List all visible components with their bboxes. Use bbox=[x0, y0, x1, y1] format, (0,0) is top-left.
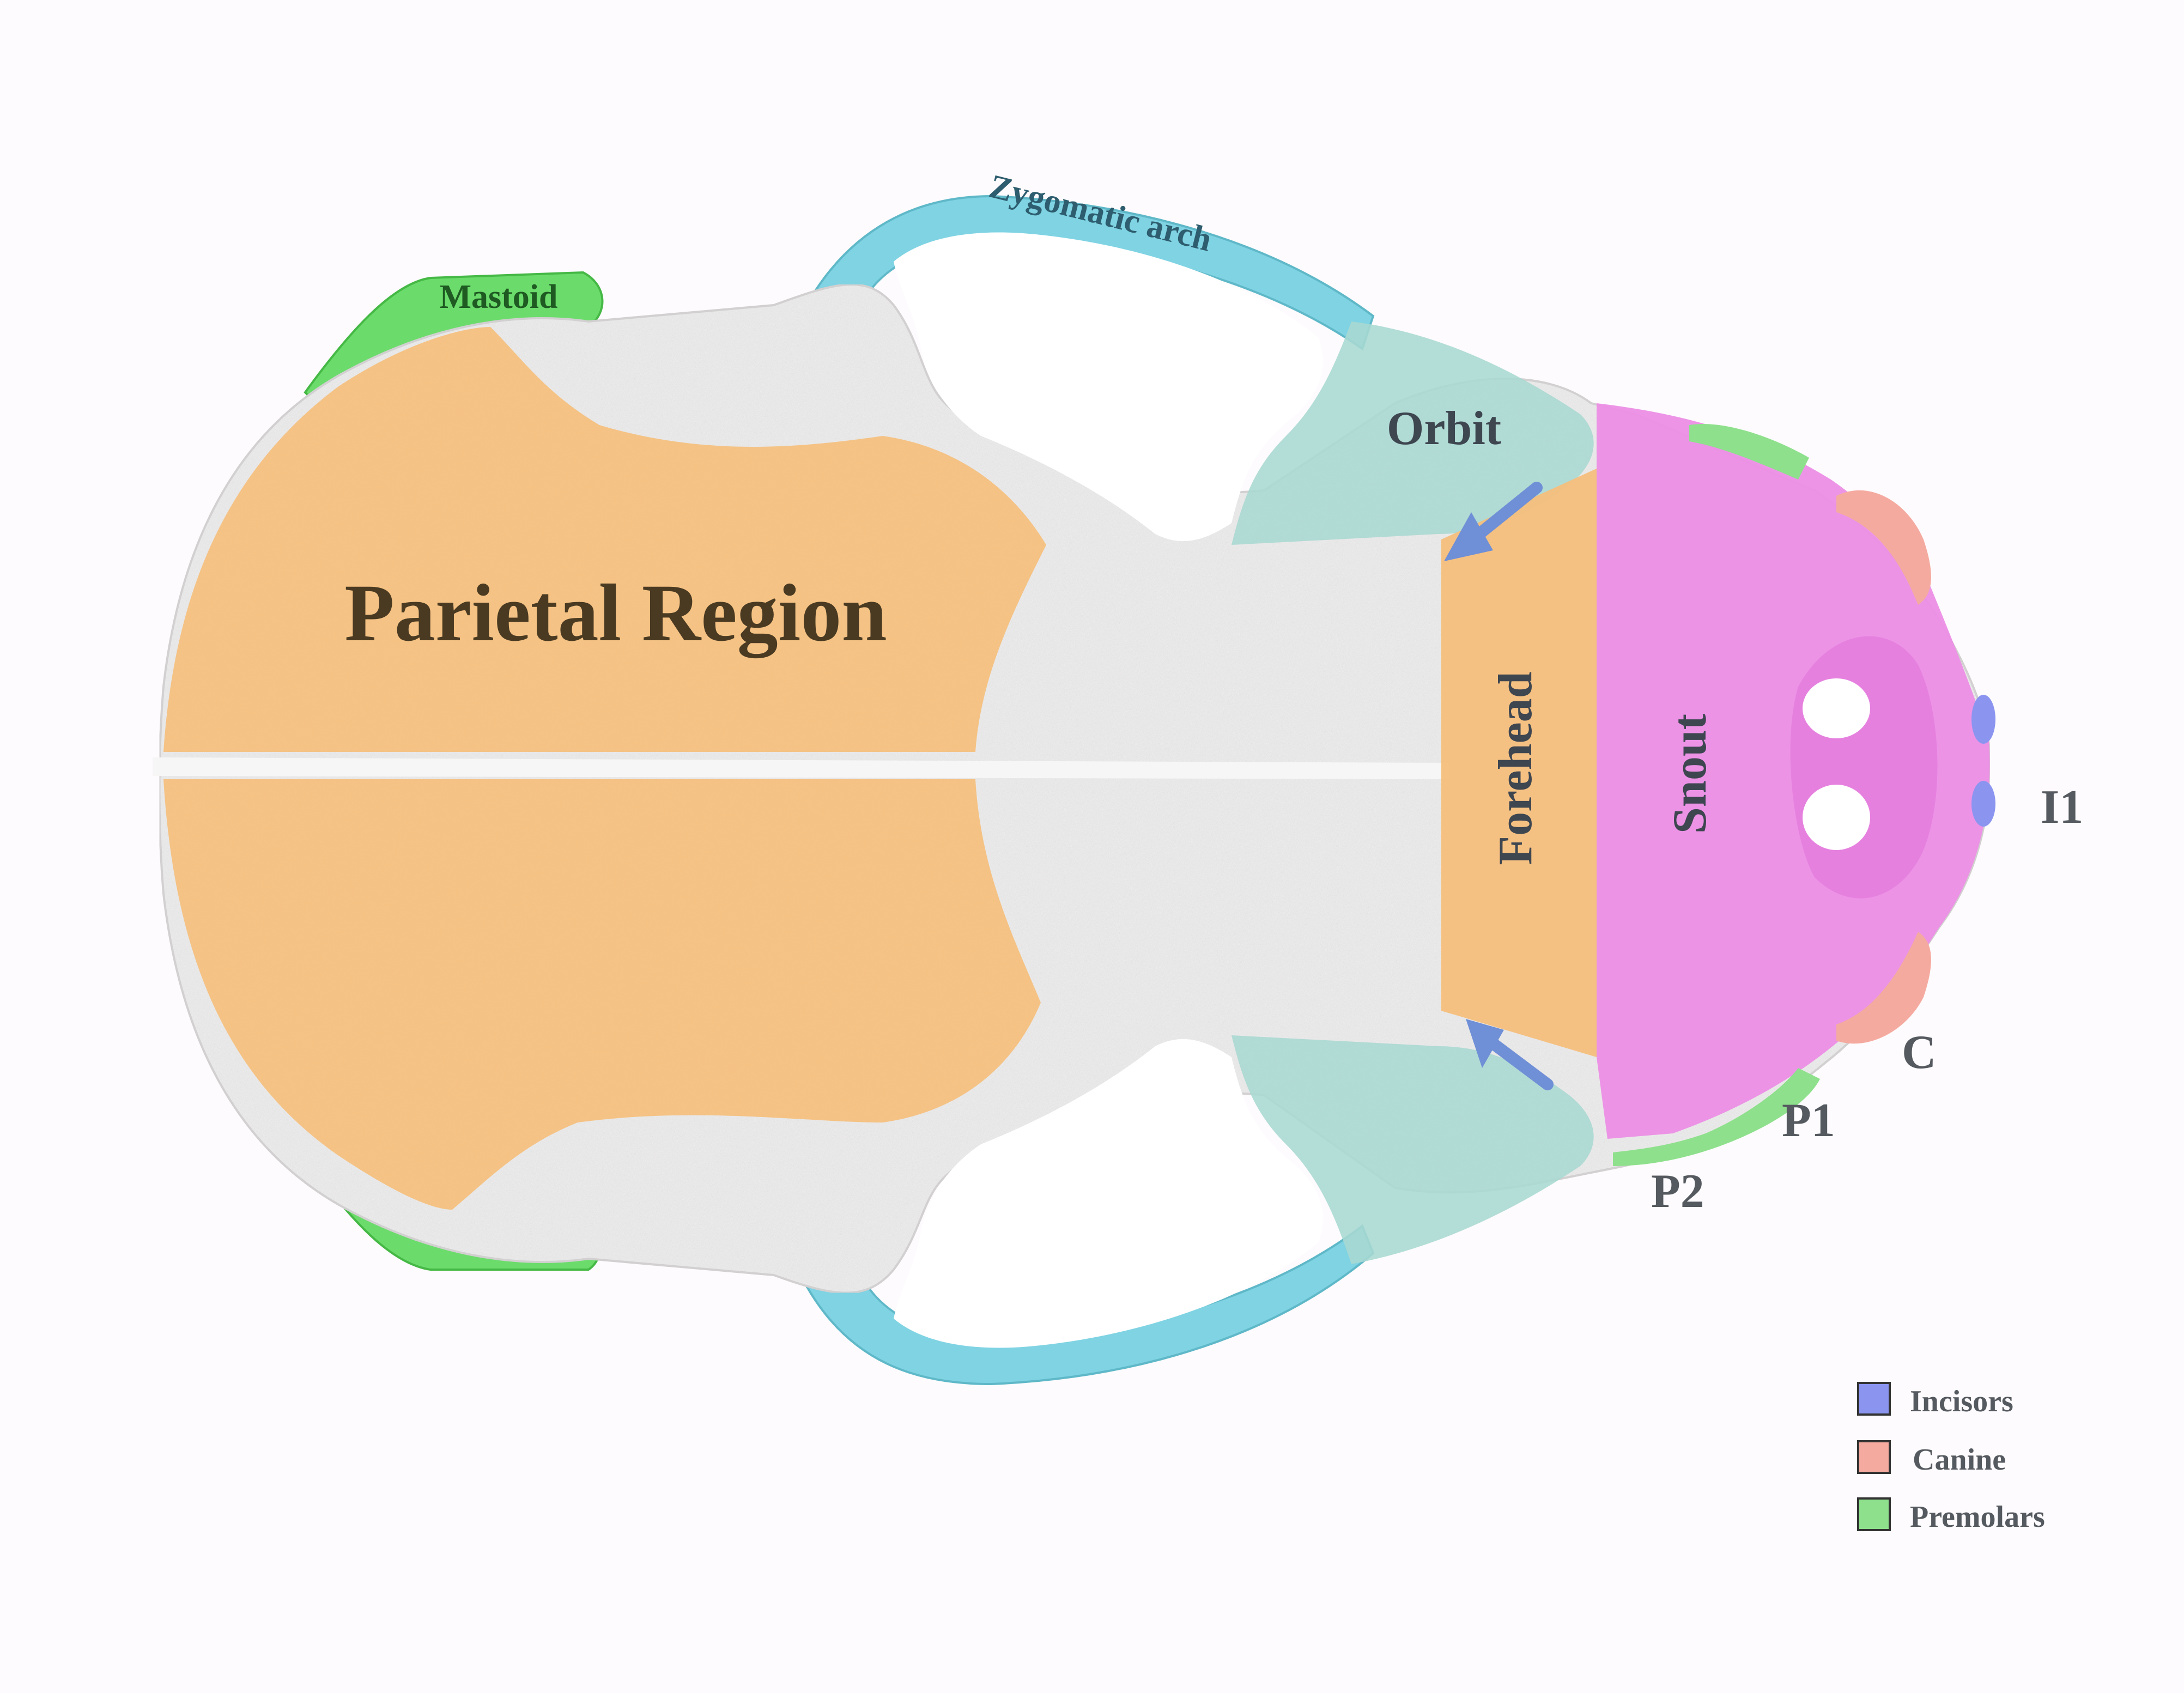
forehead-region bbox=[1441, 469, 1597, 1057]
nasal-openings bbox=[1790, 636, 1938, 899]
arrow-lower bbox=[1466, 1019, 1554, 1090]
orbit-opening-lower bbox=[894, 1039, 1323, 1348]
incisor-lower bbox=[1971, 781, 1995, 827]
legend-item-premolars: Premolars bbox=[1857, 1497, 2045, 1534]
snout-label: Snout bbox=[1664, 714, 1716, 834]
parietal-region bbox=[153, 327, 1449, 1210]
tooth-label-i1: I1 bbox=[2041, 781, 2083, 834]
tooth-label-p1: P1 bbox=[1782, 1094, 1835, 1147]
arrow-upper bbox=[1444, 482, 1543, 561]
premolar-upper bbox=[1689, 424, 1809, 480]
tooth-label-c: C bbox=[1902, 1026, 1937, 1079]
orbit-region-lower bbox=[1231, 1035, 1594, 1264]
parietal-region-label: Parietal Region bbox=[344, 568, 887, 658]
premolar-lower bbox=[1613, 1068, 1820, 1166]
canine-upper bbox=[1836, 490, 1931, 605]
mastoid-label: Mastoid bbox=[440, 278, 558, 315]
nasal-opening-lower bbox=[1803, 785, 1870, 850]
legend-item-incisors: Incisors bbox=[1857, 1382, 2013, 1418]
teeth bbox=[1613, 424, 1995, 1166]
legend-label-canine: Canine bbox=[1913, 1443, 2006, 1477]
legend-item-canine: Canine bbox=[1857, 1440, 2006, 1477]
legend-swatch-incisors bbox=[1857, 1382, 1891, 1416]
legend-label-premolars: Premolars bbox=[1910, 1500, 2045, 1534]
nasal-opening-upper bbox=[1803, 678, 1870, 738]
orbit-label: Orbit bbox=[1387, 402, 1501, 455]
tooth-label-p2: P2 bbox=[1651, 1165, 1704, 1218]
legend: Incisors Canine Premolars bbox=[1857, 1382, 2045, 1534]
legend-swatch-premolars bbox=[1857, 1497, 1891, 1531]
incisor-upper bbox=[1971, 695, 1995, 744]
orbit-opening-upper bbox=[894, 232, 1323, 542]
orbit-region-upper bbox=[1231, 321, 1594, 545]
legend-swatch-canine bbox=[1857, 1440, 1891, 1474]
canine-lower bbox=[1836, 932, 1931, 1044]
forehead-label: Forehead bbox=[1489, 671, 1542, 865]
legend-label-incisors: Incisors bbox=[1910, 1385, 2013, 1418]
